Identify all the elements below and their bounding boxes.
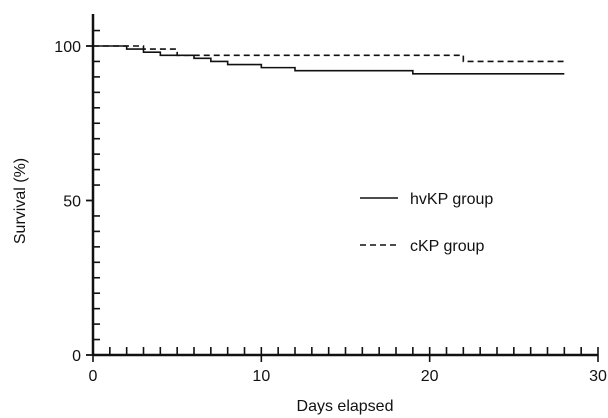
x-tick-label: 30 bbox=[589, 368, 607, 385]
series-line-ckp bbox=[93, 45, 565, 63]
series-layer bbox=[93, 45, 565, 75]
x-axis-label: Days elapsed bbox=[297, 398, 394, 415]
x-tick-label: 20 bbox=[421, 368, 439, 385]
axes-layer: 0 50 100 0 10 20 30 bbox=[54, 14, 607, 385]
x-tick-label: 0 bbox=[89, 368, 98, 385]
y-tick-label: 50 bbox=[63, 194, 81, 211]
x-tick-label: 10 bbox=[252, 368, 270, 385]
y-tick-label: 0 bbox=[72, 348, 81, 365]
y-tick-label: 100 bbox=[54, 39, 81, 56]
legend-layer: hvKP group cKP group bbox=[360, 191, 493, 255]
legend-label-ckp: cKP group bbox=[410, 238, 485, 255]
legend-label-hvkp: hvKP group bbox=[410, 191, 493, 208]
y-axis-label: Survival (%) bbox=[12, 158, 29, 244]
series-line-hvkp bbox=[93, 45, 565, 75]
